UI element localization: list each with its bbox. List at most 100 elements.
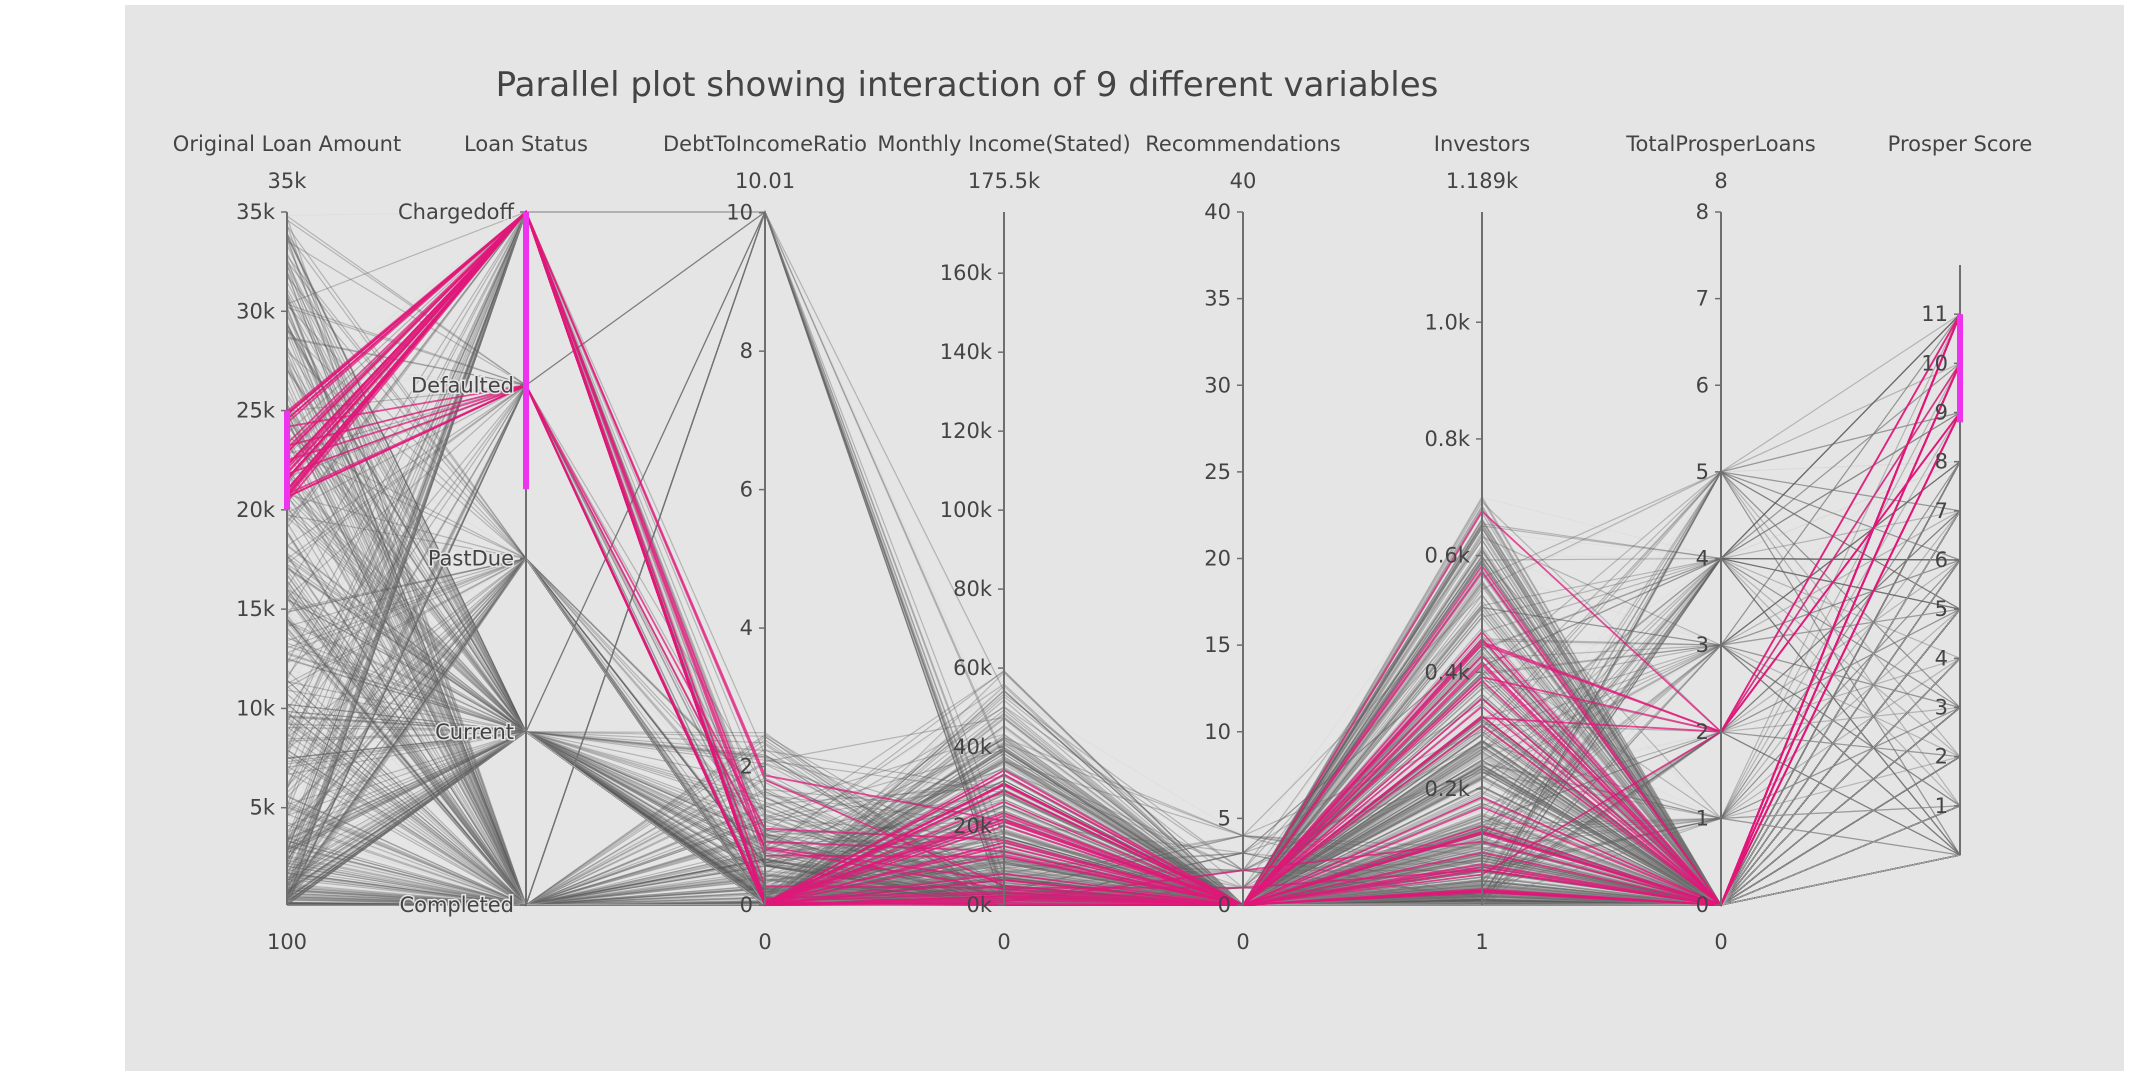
context-line [286, 557, 1961, 906]
axis-title[interactable]: Investors [1434, 132, 1530, 156]
axis-brush[interactable] [284, 410, 290, 510]
context-line [286, 412, 1961, 906]
tick-label: 5k [249, 796, 275, 820]
tick-label: 10 [1921, 351, 1948, 375]
context-line [286, 411, 1961, 906]
context-line [286, 384, 1961, 906]
tick-label: 10k [236, 696, 276, 720]
context-line [286, 363, 1961, 906]
context-line [286, 313, 1961, 906]
axis-total_prosper_loans[interactable]: TotalProsperLoans 8 00 1 2 3 4 5 6 7 8 [1625, 132, 1815, 954]
tick-label: 160k [940, 261, 993, 285]
context-line [286, 211, 1961, 906]
axis-prosper_score[interactable]: Prosper Score 1 2 3 4 5 6 7 8 9 10 11 [1888, 132, 2033, 855]
context-line [286, 461, 1961, 906]
tick-label: 6 [1696, 373, 1709, 397]
tick-label: 120k [940, 419, 993, 443]
context-line [286, 608, 1961, 906]
context-line [286, 557, 1961, 906]
context-line [286, 313, 1961, 906]
context-line [286, 313, 1961, 906]
context-line [286, 411, 1961, 906]
context-line [286, 363, 1961, 907]
context-line [286, 314, 1961, 906]
context-line [286, 608, 1961, 906]
tick-label: 30 [1204, 373, 1231, 397]
context-line [286, 471, 1961, 906]
axis-loan_status[interactable]: Loan Status Completed Current PastDue Defaul… [396, 132, 588, 919]
highlight-line [286, 210, 1961, 907]
context-line [286, 363, 1961, 906]
context-line [286, 707, 1961, 906]
range-bottom-label: 100 [267, 930, 307, 954]
tick-label: 2 [740, 755, 753, 779]
context-line [286, 485, 1961, 906]
context-line [286, 553, 1961, 906]
context-line [286, 487, 1961, 906]
tick-label: 20 [1204, 547, 1231, 571]
axis-title[interactable]: Prosper Score [1888, 132, 2033, 156]
context-line [286, 363, 1961, 906]
range-top-label: 175.5k [968, 169, 1041, 193]
context-line [286, 351, 1961, 906]
axis-loan_amount[interactable]: Original Loan Amount 35k 100 5k 10k 15k 20k 25k… [173, 132, 401, 954]
tick-label: 20k [236, 498, 276, 522]
axis-title[interactable]: TotalProsperLoans [1625, 132, 1815, 156]
axis-monthly_income[interactable]: Monthly Income(Stated) 175.5k 00k 20k 40k 60k… [877, 132, 1130, 954]
context-line [286, 538, 1961, 907]
context-line [286, 557, 1961, 906]
context-line [286, 363, 1961, 906]
context-line [286, 363, 1961, 907]
context-line [286, 557, 1961, 906]
tick-label: 2 [1935, 745, 1948, 769]
tick-label: 9 [1935, 401, 1948, 425]
context-line [286, 470, 1961, 906]
highlight-line [286, 210, 1961, 907]
context-line [286, 510, 1961, 906]
context-line [286, 412, 1961, 906]
axis-title[interactable]: Original Loan Amount [173, 132, 401, 156]
context-line [286, 494, 1961, 906]
tick-label: 20k [953, 814, 993, 838]
highlight-lines-layer [286, 210, 1961, 907]
range-top-label: 35k [268, 169, 308, 193]
axis-title[interactable]: Monthly Income(Stated) [877, 132, 1130, 156]
range-top-label: 8 [1714, 169, 1727, 193]
axis-dti[interactable]: DebtToIncomeRatio 10.01 00 2 4 6 8 10 [663, 132, 867, 954]
tick-label: 60k [953, 656, 993, 680]
tick-label: 1.0k [1424, 310, 1470, 334]
tick-label: 35 [1204, 287, 1231, 311]
context-line [286, 670, 1961, 906]
context-line [286, 210, 1961, 907]
axis-title[interactable]: DebtToIncomeRatio [663, 132, 867, 156]
tick-label: 7 [1935, 499, 1948, 523]
context-line [286, 557, 1961, 906]
range-bottom-label: 0 [758, 930, 771, 954]
category-label: PastDue [428, 547, 514, 571]
axis-recommendations[interactable]: Recommendations 40 00 5 10 15 20 25 30 35 40 [1145, 132, 1340, 954]
axis-brush[interactable] [1957, 314, 1963, 423]
category-label: Completed [399, 893, 514, 917]
context-line [286, 419, 1961, 906]
context-line [286, 363, 1961, 907]
highlight-line [286, 210, 1961, 907]
axis-title[interactable]: Loan Status [464, 132, 588, 156]
axis-brush[interactable] [523, 212, 529, 490]
axis-investors[interactable]: Investors 1.189k 1 0.2k 0.4k 0.6k 0.8k 1.0k [1424, 132, 1530, 954]
context-line [286, 210, 1961, 907]
tick-label: 40 [1204, 200, 1231, 224]
axis-title[interactable]: Recommendations [1145, 132, 1340, 156]
category-label: Chargedoff [398, 200, 515, 224]
tick-label: 0 [740, 893, 753, 917]
tick-label: 140k [940, 340, 993, 364]
tick-label: 80k [953, 577, 993, 601]
context-line [286, 557, 1961, 906]
context-line [286, 840, 1961, 906]
context-line [286, 235, 1961, 907]
context-line [286, 510, 1961, 906]
tick-label: 4 [1696, 547, 1709, 571]
tick-label: 3 [1935, 696, 1948, 720]
tick-label: 7 [1696, 287, 1709, 311]
tick-label: 30k [236, 299, 276, 323]
context-line [286, 557, 1961, 906]
